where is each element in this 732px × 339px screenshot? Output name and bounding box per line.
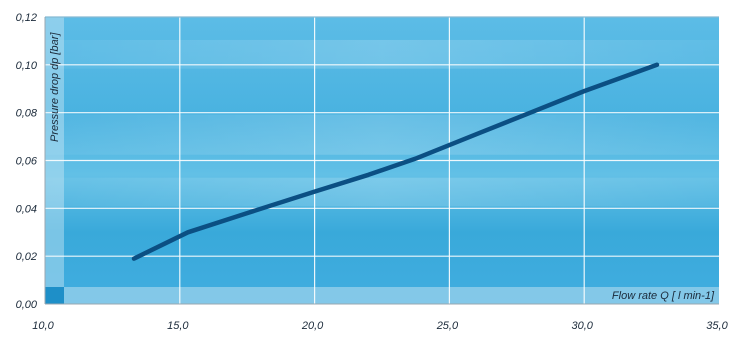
x-tick-label-4: 30,0 [571, 320, 593, 332]
y-tick-label-1: 0,02 [16, 251, 37, 263]
x-tick-label-2: 20,0 [301, 320, 324, 332]
x-tick-label-5: 35,0 [706, 320, 728, 332]
y-tick-label-5: 0,10 [16, 60, 38, 72]
x-tick-label-0: 10,0 [32, 320, 54, 332]
x-axis-label: Flow rate Q [ l min-1] [612, 290, 715, 302]
corner-block [45, 287, 64, 304]
y-tick-label-6: 0,12 [16, 12, 37, 24]
y-tick-label-4: 0,08 [16, 108, 38, 120]
y-tick-label-0: 0,00 [16, 299, 38, 311]
background-band-3 [45, 178, 719, 207]
y-tick-label-2: 0,04 [16, 203, 37, 215]
y-tick-label-3: 0,06 [16, 156, 38, 168]
x-tick-label-1: 15,0 [167, 320, 189, 332]
background-band-2 [45, 115, 719, 155]
y-axis-label: Pressure drop dp [bar] [49, 32, 61, 142]
x-tick-label-3: 25,0 [436, 320, 459, 332]
